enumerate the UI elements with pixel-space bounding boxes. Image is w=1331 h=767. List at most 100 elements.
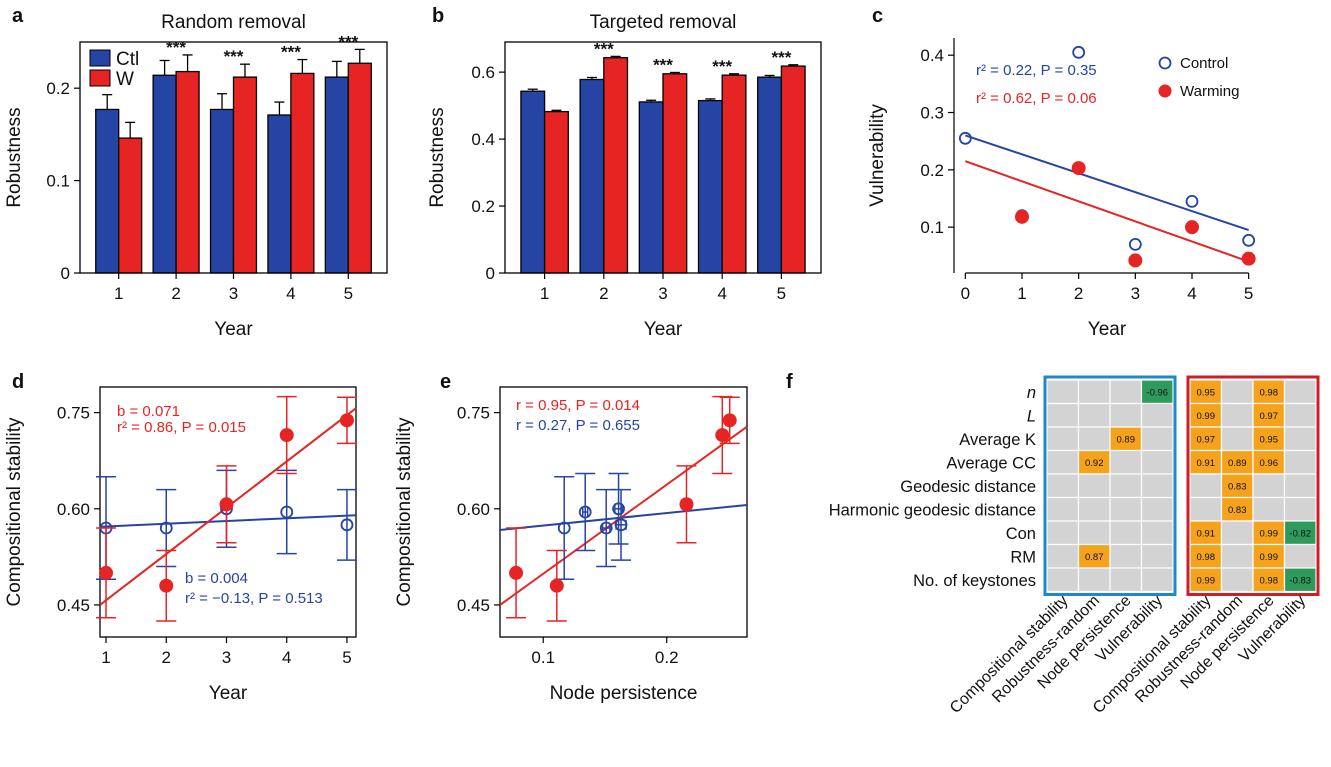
panel-label: b	[432, 5, 444, 27]
row-label: n	[1027, 384, 1036, 402]
bar-w-3	[232, 76, 258, 274]
heat-cell-value: 0.99	[1260, 552, 1279, 563]
bar-w-2	[175, 70, 200, 274]
x-tick-label: 2	[162, 648, 171, 667]
panel-label: c	[872, 5, 883, 27]
chart-title: Random removal	[161, 12, 306, 33]
heat-cell	[1077, 473, 1111, 499]
heat-cell-value: -0.83	[1289, 575, 1311, 586]
bar-w-5	[780, 65, 806, 274]
heat-cell-value: 0.89	[1228, 458, 1247, 469]
point-warming	[679, 497, 694, 512]
row-label: L	[1027, 407, 1036, 425]
point-control	[614, 518, 628, 532]
row-label: Harmonic geodesic distance	[829, 501, 1036, 519]
x-tick-label: 1	[101, 648, 110, 667]
significance-stars: ***	[594, 39, 614, 58]
point-warming	[1128, 253, 1143, 268]
heat-cell	[1140, 543, 1174, 569]
heat-cell	[1252, 473, 1286, 499]
bar-ctl-3	[209, 108, 235, 274]
legend-label: Warming	[1180, 83, 1239, 100]
stats-annotation: b = 0.004	[185, 570, 248, 587]
heat-cell	[1046, 567, 1080, 593]
x-tick-label: 3	[229, 284, 238, 303]
x-tick-label: 2	[171, 284, 180, 303]
significance-stars: ***	[712, 57, 732, 76]
bar-w-2	[603, 57, 629, 274]
panel-d: d 1 2 3 4 5 0.45 0.60 0.75 Year Compositional stab…	[4, 371, 357, 704]
x-tick-label: 3	[222, 648, 231, 667]
heat-cell	[1220, 402, 1254, 428]
point-warming	[1185, 220, 1199, 235]
y-tick-label: 0	[61, 264, 70, 283]
bar-ctl-4	[267, 114, 292, 274]
heat-cell-value: 0.83	[1228, 481, 1247, 492]
heat-cell	[1140, 520, 1174, 546]
row-label: RM	[1010, 548, 1036, 566]
bar-w-4	[290, 72, 315, 274]
heat-cell-value: 0.98	[1260, 575, 1279, 586]
legend-swatch-ctl	[89, 49, 111, 67]
heat-cell-value: 0.98	[1260, 387, 1279, 398]
x-tick-label: 1	[114, 284, 123, 303]
x-axis-label: Year	[209, 683, 248, 704]
significance-stars: ***	[224, 47, 244, 66]
bar-ctl-5	[757, 76, 783, 274]
heat-cell-value: 0.99	[1197, 411, 1216, 422]
x-axis-label: Node persistence	[550, 683, 698, 704]
x-tick-label: 4	[282, 648, 291, 667]
x-axis-label: Year	[214, 319, 253, 340]
y-tick-label: 0.2	[46, 79, 70, 98]
heat-cell	[1046, 426, 1080, 452]
x-tick-label: 5	[344, 284, 353, 303]
heat-cell	[1077, 567, 1111, 593]
heat-cell	[1283, 567, 1317, 593]
x-tick-label: 5	[1244, 284, 1253, 303]
heat-cell-value: 0.83	[1228, 505, 1247, 516]
heat-cell	[1220, 520, 1254, 546]
bar-ctl-3	[638, 101, 664, 274]
y-tick-label: 0.2	[471, 197, 495, 216]
y-axis-label: Robustness	[427, 107, 448, 207]
heat-cell	[1109, 520, 1143, 546]
y-tick-label: 0.1	[920, 218, 944, 237]
y-tick-label: 0.4	[920, 46, 944, 65]
bar-ctl-1	[95, 108, 120, 274]
y-axis-label: Vulnerability	[867, 104, 888, 207]
y-tick-label: 0.60	[457, 500, 490, 519]
heat-cell	[1140, 496, 1174, 522]
point-warming	[722, 413, 737, 428]
heat-cell	[1140, 567, 1174, 593]
point-control	[1185, 194, 1199, 208]
heat-cell	[1283, 543, 1317, 569]
heat-cell-value: -0.82	[1289, 528, 1311, 539]
block-border-warming	[1186, 375, 1320, 596]
x-tick-label: 4	[286, 284, 295, 303]
point-control	[340, 518, 354, 532]
bar-ctl-4	[697, 99, 723, 274]
bar-w-3	[662, 73, 688, 274]
x-tick-label: 5	[777, 284, 786, 303]
heat-cell-value: 0.97	[1197, 434, 1216, 445]
point-warming	[1241, 251, 1256, 266]
point-control	[557, 521, 571, 535]
heat-cell	[1077, 402, 1111, 428]
point-warming	[99, 565, 114, 580]
panel-label: e	[440, 371, 451, 393]
heat-cell	[1220, 426, 1254, 452]
x-tick-label: 2	[599, 284, 608, 303]
stats-annotation: r = 0.95, P = 0.014	[516, 397, 640, 414]
heat-cell	[1109, 379, 1143, 405]
point-control	[1128, 237, 1142, 251]
y-tick-label: 0.4	[471, 130, 495, 149]
significance-stars: ***	[653, 55, 673, 74]
heat-cell	[1109, 402, 1143, 428]
heat-cell	[1252, 496, 1286, 522]
heat-cell-value: 0.89	[1117, 434, 1136, 445]
heat-cell	[1046, 520, 1080, 546]
heat-cell-value: 0.87	[1085, 552, 1104, 563]
y-tick-label: 0.6	[471, 63, 495, 82]
